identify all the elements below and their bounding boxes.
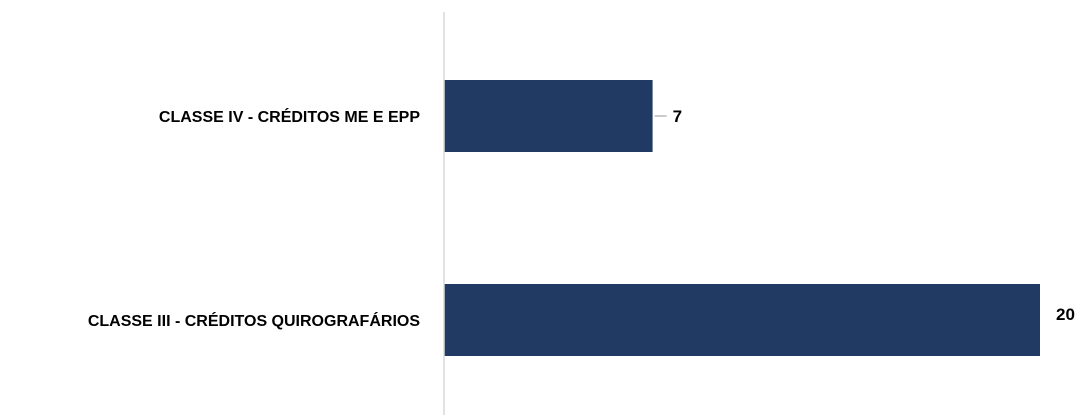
data-labels: 7 20 (673, 107, 1075, 324)
bar-2 (444, 284, 1040, 356)
category-labels: CLASSE IV - CRÉDITOS ME E EPP CLASSE III … (88, 107, 421, 330)
bar-1 (444, 80, 653, 152)
category-label-1: CLASSE IV - CRÉDITOS ME E EPP (159, 107, 420, 126)
data-label-1: 7 (673, 107, 682, 126)
category-label-2: CLASSE III - CRÉDITOS QUIROGRAFÁRIOS (88, 311, 421, 330)
chart-bars (444, 80, 1040, 356)
data-label-2: 20 (1056, 305, 1075, 324)
